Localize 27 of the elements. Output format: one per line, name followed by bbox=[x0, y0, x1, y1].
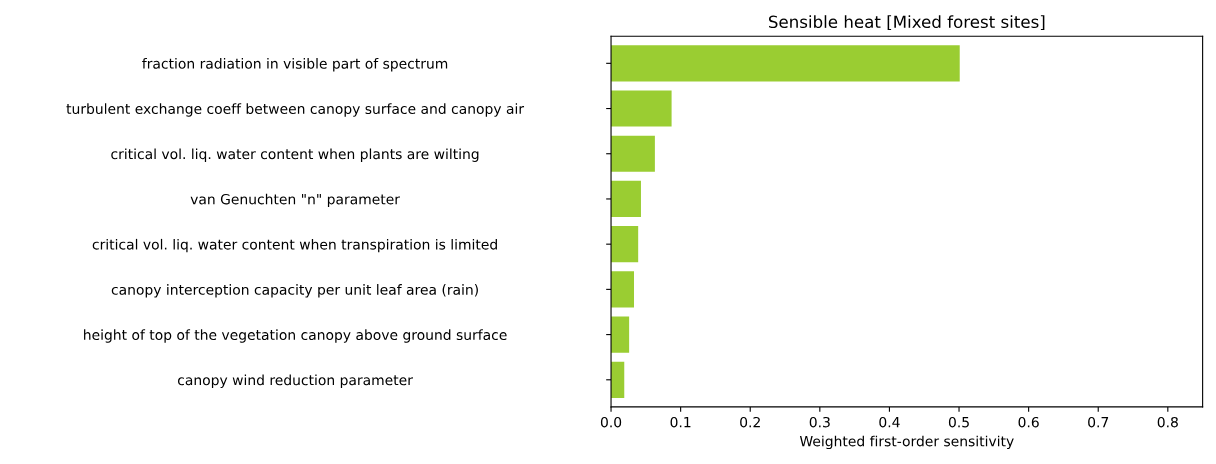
x-axis-title: Weighted first-order sensitivity bbox=[799, 435, 1014, 450]
x-tick-label: 0.7 bbox=[1088, 416, 1109, 428]
bar bbox=[611, 271, 635, 308]
bar bbox=[611, 45, 960, 82]
x-tick-label: 0.4 bbox=[879, 416, 900, 428]
x-tick-label: 0.0 bbox=[600, 416, 622, 428]
bar bbox=[611, 90, 672, 127]
y-tick-label: canopy interception capacity per unit leaf area (rain) bbox=[111, 284, 478, 298]
x-tick-label: 0.2 bbox=[740, 416, 760, 428]
x-tick-label: 0.8 bbox=[1157, 416, 1178, 428]
y-tick-label: canopy wind reduction parameter bbox=[177, 374, 413, 388]
x-tick-label: 0.3 bbox=[809, 416, 830, 428]
bar bbox=[611, 226, 639, 263]
y-tick-label: critical vol. liq. water content when transpiration is limited bbox=[92, 238, 497, 253]
y-tick-label: van Genuchten "n" parameter bbox=[190, 193, 400, 208]
bar bbox=[611, 316, 630, 353]
chart-title: Sensible heat [Mixed forest sites] bbox=[768, 15, 1045, 31]
x-tick-label: 0.1 bbox=[670, 416, 691, 428]
y-tick-label: height of top of the vegetation canopy above ground surface bbox=[84, 329, 507, 343]
bar bbox=[611, 361, 625, 398]
x-tick-label: 0.6 bbox=[1018, 416, 1039, 428]
y-tick-label: turbulent exchange coeff between canopy surface and canopy air bbox=[66, 103, 525, 117]
y-tick-label: critical vol. liq. water content when plants are wilting bbox=[111, 148, 479, 162]
bar bbox=[611, 135, 655, 172]
bar bbox=[611, 180, 641, 218]
x-tick-label: 0.5 bbox=[948, 416, 969, 428]
y-tick-label: fraction radiation in visible part of spectrum bbox=[142, 58, 448, 72]
